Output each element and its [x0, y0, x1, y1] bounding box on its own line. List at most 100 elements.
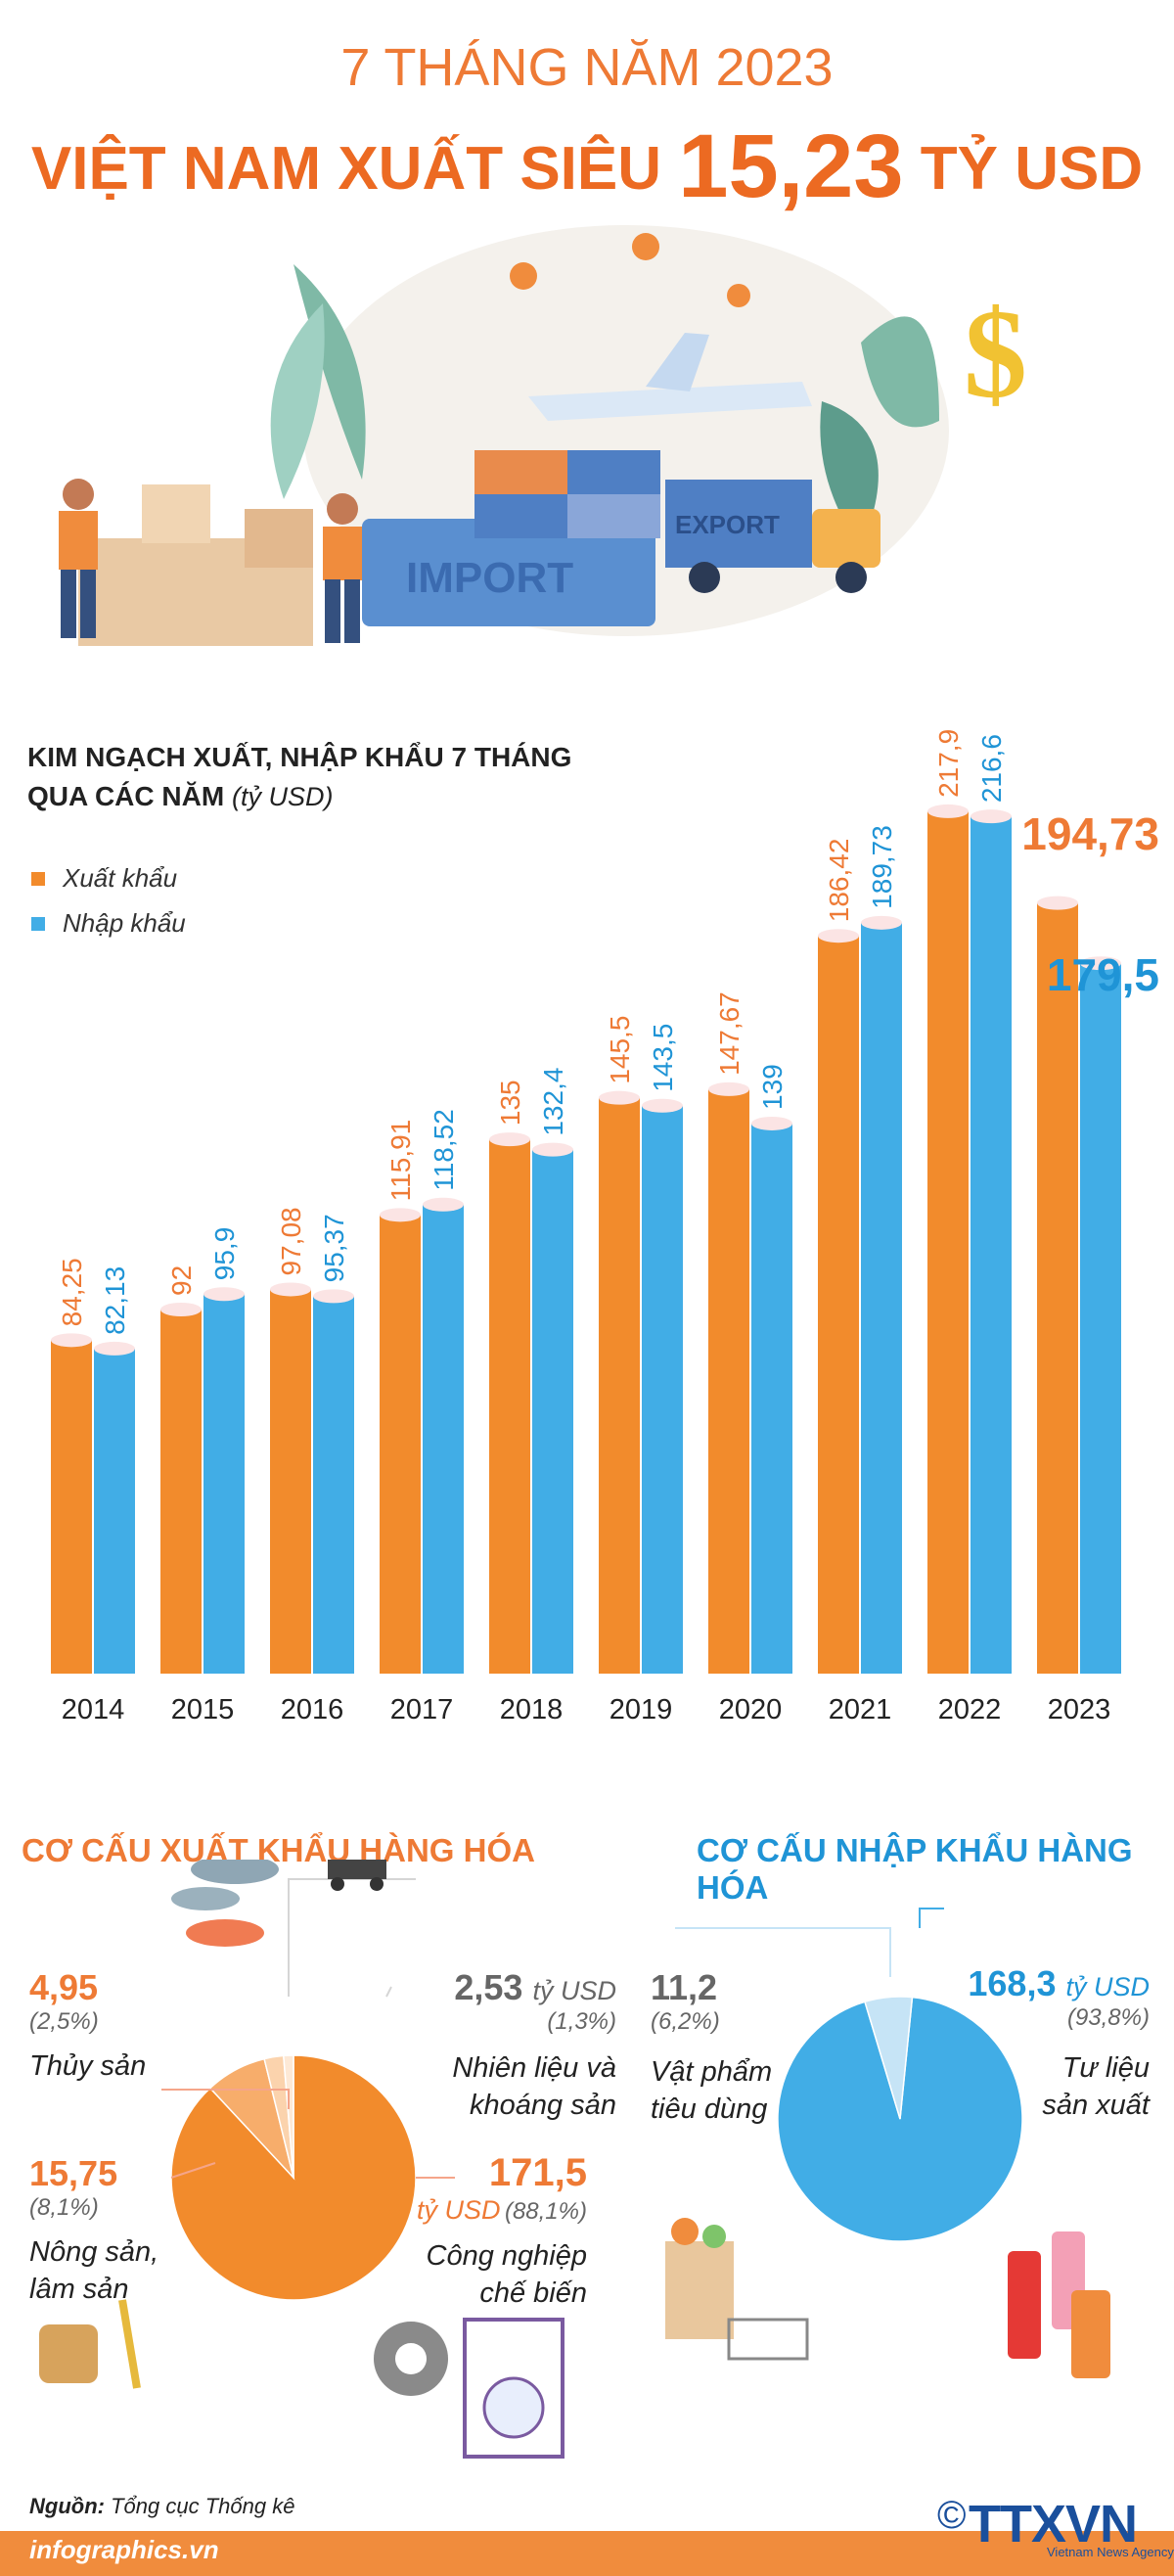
bar-cap	[423, 1197, 464, 1212]
bar-import-2015	[203, 1294, 245, 1674]
leader-line	[919, 1908, 944, 1928]
slice-value: 168,3	[968, 1963, 1057, 2003]
x-tick-label: 2021	[829, 1694, 892, 1725]
bar-export-2023	[1037, 902, 1078, 1674]
export-slice-processing: 171,5 tỷ USD (88,1%) Công nghiệp chế biế…	[391, 2151, 587, 2312]
x-tick-label: 2018	[500, 1694, 564, 1725]
x-tick-label: 2019	[610, 1694, 673, 1725]
bar-value-label: 95,9	[209, 1227, 240, 1281]
slice-pct: (88,1%)	[504, 2198, 587, 2225]
slice-label: Thủy sản	[29, 2050, 147, 2082]
bar-cap	[532, 1142, 573, 1157]
title-prefix: VIỆT NAM XUẤT SIÊU	[30, 135, 662, 203]
pie-slice	[777, 1996, 1023, 2242]
slice-value: 171,5	[488, 2151, 587, 2194]
leaf-shape	[861, 316, 939, 428]
copyright-icon: ©	[937, 2494, 967, 2537]
x-tick-label: 2014	[62, 1694, 125, 1725]
bar-cap	[708, 1081, 749, 1096]
bar-export-2015	[160, 1310, 202, 1674]
thread-spool-icon	[1071, 2290, 1110, 2378]
bar-import-2014	[94, 1348, 135, 1674]
bar-export-2018	[489, 1139, 530, 1674]
bar-value-label: 118,52	[429, 1109, 459, 1191]
bar-value-label: 132,4	[538, 1068, 568, 1136]
fish-icon	[191, 1860, 279, 1884]
legend-exports: Xuất khẩu	[31, 863, 177, 894]
bar-value-label: 216,6	[976, 734, 1007, 803]
chart-heading-line1: KIM NGẠCH XUẤT, NHẬP KHẨU 7 THÁNG	[27, 742, 572, 772]
leaf-shape	[270, 303, 325, 499]
leader-line	[170, 2162, 216, 2179]
bar-value-label: 139	[757, 1064, 788, 1110]
export-structure-title: CƠ CẤU XUẤT KHẨU HÀNG HÓA	[22, 1832, 535, 1868]
page-title: VIỆT NAM XUẤT SIÊU 15,23 TỶ USD	[0, 115, 1174, 218]
bar-cap	[1037, 896, 1078, 910]
bar-cap	[1080, 956, 1121, 971]
bar-value-label: 95,37	[319, 1214, 349, 1282]
bar-cap	[642, 1098, 683, 1113]
bar-import-2020	[751, 1123, 792, 1674]
legend-swatch	[31, 916, 45, 931]
x-tick-label: 2022	[938, 1694, 1002, 1725]
title-suffix: TỶ USD	[920, 135, 1144, 203]
bar-import-2023	[1080, 963, 1121, 1674]
thread-spool-icon	[1008, 2251, 1041, 2359]
source-value: Tổng cục Thống kê	[111, 2494, 295, 2518]
trade-illustration: IMPORT EXPORT $	[59, 225, 1027, 646]
bar-value-label: 147,67	[714, 991, 745, 1076]
chart-heading: KIM NGẠCH XUẤT, NHẬP KHẨU 7 THÁNG QUA CÁ…	[27, 738, 571, 816]
x-tick-label: 2017	[390, 1694, 454, 1725]
x-tick-label: 2015	[171, 1694, 235, 1725]
import-pie	[777, 1996, 1023, 2242]
bar-cap	[489, 1132, 530, 1147]
brand-logo: TTXVN	[969, 2495, 1138, 2553]
slice-value: 11,2	[651, 1967, 718, 2007]
bar-cap	[51, 1333, 92, 1348]
import-slice-production: 168,3 tỷ USD (93,8%) Tư liệu sản xuất	[910, 1963, 1150, 2124]
leader-line	[161, 2089, 290, 2109]
slice-label: Tư liệu sản xuất	[1042, 2052, 1150, 2121]
slice-value: 2,53	[454, 1967, 523, 2007]
slice-pct: (1,3%)	[547, 2008, 616, 2035]
slice-unit: tỷ USD	[416, 2195, 501, 2225]
pie-charts	[39, 1860, 1110, 2459]
slice-pct: (2,5%)	[29, 2008, 99, 2035]
bar-cap	[160, 1303, 202, 1316]
source-note: Nguồn: Tổng cục Thống kê	[29, 2494, 294, 2519]
bar-value-label: 92	[166, 1265, 197, 1296]
airplane-wing	[646, 333, 709, 391]
legend-label: Xuất khẩu	[63, 863, 178, 893]
slice-pct: (6,2%)	[651, 2008, 720, 2035]
slice-label: Vật phẩm tiêu dùng	[651, 2056, 773, 2125]
wood-log-icon	[39, 2324, 98, 2383]
leader-line	[385, 1986, 392, 1998]
bar-cap	[270, 1282, 311, 1297]
map-pin-icon	[632, 233, 659, 260]
bar-cap	[380, 1208, 421, 1222]
site-link[interactable]: infographics.vn	[29, 2535, 219, 2564]
bar-export-2021	[818, 936, 859, 1674]
export-slice-agri: 15,75 (8,1%) Nông sản, lâm sản	[29, 2153, 158, 2308]
bar-value-label: 179,5	[1047, 949, 1159, 1000]
bar-value-label: 135	[495, 1080, 525, 1126]
grocery-bag-icon	[665, 2241, 734, 2339]
legend-imports: Nhập khẩu	[31, 908, 186, 939]
leader-line	[288, 1878, 416, 1997]
x-tick-label: 2020	[719, 1694, 783, 1725]
chart-heading-line2: QUA CÁC NĂM	[27, 781, 225, 811]
legend-label: Nhập khẩu	[63, 908, 186, 938]
import-structure-title: CƠ CẤU NHẬP KHẨU HÀNG HÓA	[697, 1832, 1133, 1906]
bar-export-2016	[270, 1289, 311, 1674]
pie-slice	[864, 1996, 914, 2120]
title-value: 15,23	[678, 116, 904, 216]
x-tick-label: 2023	[1048, 1694, 1111, 1725]
bar-value-label: 217,9	[933, 729, 964, 798]
bar-cap	[599, 1090, 640, 1105]
import-text: IMPORT	[406, 554, 573, 602]
bar-value-label: 82,13	[100, 1266, 130, 1335]
bar-value-label: 194,73	[1021, 808, 1159, 859]
bar-cap	[203, 1287, 245, 1302]
slice-unit: tỷ USD	[1065, 1972, 1150, 2001]
page-subtitle: 7 THÁNG NĂM 2023	[340, 38, 834, 97]
